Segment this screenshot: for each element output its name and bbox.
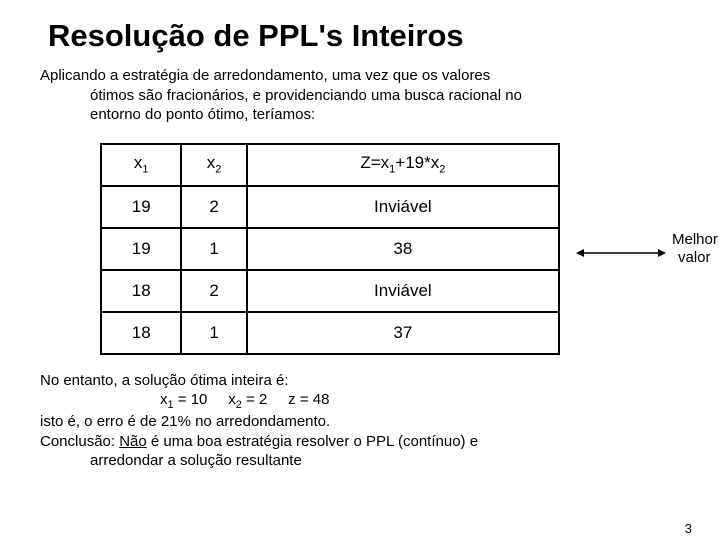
col-x1-sub: 1 [142,164,148,176]
cl2-pre: x [160,391,168,408]
cl4-pre: Conclusão: [40,433,119,450]
col-x1: x1 [101,144,181,186]
rounding-table-wrapper: x1 x2 Z=x1+19*x2 19 2 Inviável 19 1 38 1… [100,143,720,355]
col-x2-sub: 2 [215,164,221,176]
annotation-line-2: valor [678,249,711,266]
cl2-eq2: = 2 z = 48 [242,391,330,408]
intro-line-1: Aplicando a estratégia de arredondamento… [40,67,490,84]
closing-line-2: x1 = 10 x2 = 2 z = 48 [160,390,680,412]
table-row: 19 2 Inviável [101,186,559,228]
cl4-post: é uma boa estratégia resolver o PPL (con… [147,433,478,450]
page-title: Resolução de PPL's Inteiros [48,18,720,54]
cell: 2 [181,270,246,312]
cell: 19 [101,228,181,270]
intro-line-2: ótimos são fracionários, e providenciand… [90,86,680,106]
cell: 18 [101,312,181,354]
cell: 18 [101,270,181,312]
col-x2: x2 [181,144,246,186]
page-number: 3 [685,521,692,536]
arrow-icon [576,247,666,249]
col-z-pre: Z=x [360,153,389,172]
table-row: 18 1 37 [101,312,559,354]
intro-line-3: entorno do ponto ótimo, teríamos: [90,105,680,125]
closing-line-4: Conclusão: Não é uma boa estratégia reso… [40,433,478,450]
cl2-eq1: = 10 x [174,391,236,408]
cell-highlight: 38 [247,228,559,270]
col-x2-pre: x [207,153,216,172]
closing-paragraph: No entanto, a solução ótima inteira é: x… [40,371,680,471]
cell: 2 [181,186,246,228]
table-row: 19 1 38 [101,228,559,270]
col-z-sub2: 2 [439,164,445,176]
cell: 1 [181,228,246,270]
best-value-label: Melhor valor [672,231,718,267]
closing-line-5: arredondar a solução resultante [90,451,680,471]
closing-line-3: isto é, o erro é de 21% no arredondament… [40,413,330,430]
cell: 37 [247,312,559,354]
table-row: 18 2 Inviável [101,270,559,312]
cell: 1 [181,312,246,354]
cell: Inviável [247,270,559,312]
intro-paragraph: Aplicando a estratégia de arredondamento… [40,66,680,125]
cell: 19 [101,186,181,228]
closing-line-1: No entanto, a solução ótima inteira é: [40,372,288,389]
rounding-table: x1 x2 Z=x1+19*x2 19 2 Inviável 19 1 38 1… [100,143,560,355]
col-z-mid: +19*x [395,153,439,172]
cell: Inviável [247,186,559,228]
cl4-underline: Não [119,433,147,450]
annotation-line-1: Melhor [672,231,718,248]
table-header-row: x1 x2 Z=x1+19*x2 [101,144,559,186]
col-z: Z=x1+19*x2 [247,144,559,186]
